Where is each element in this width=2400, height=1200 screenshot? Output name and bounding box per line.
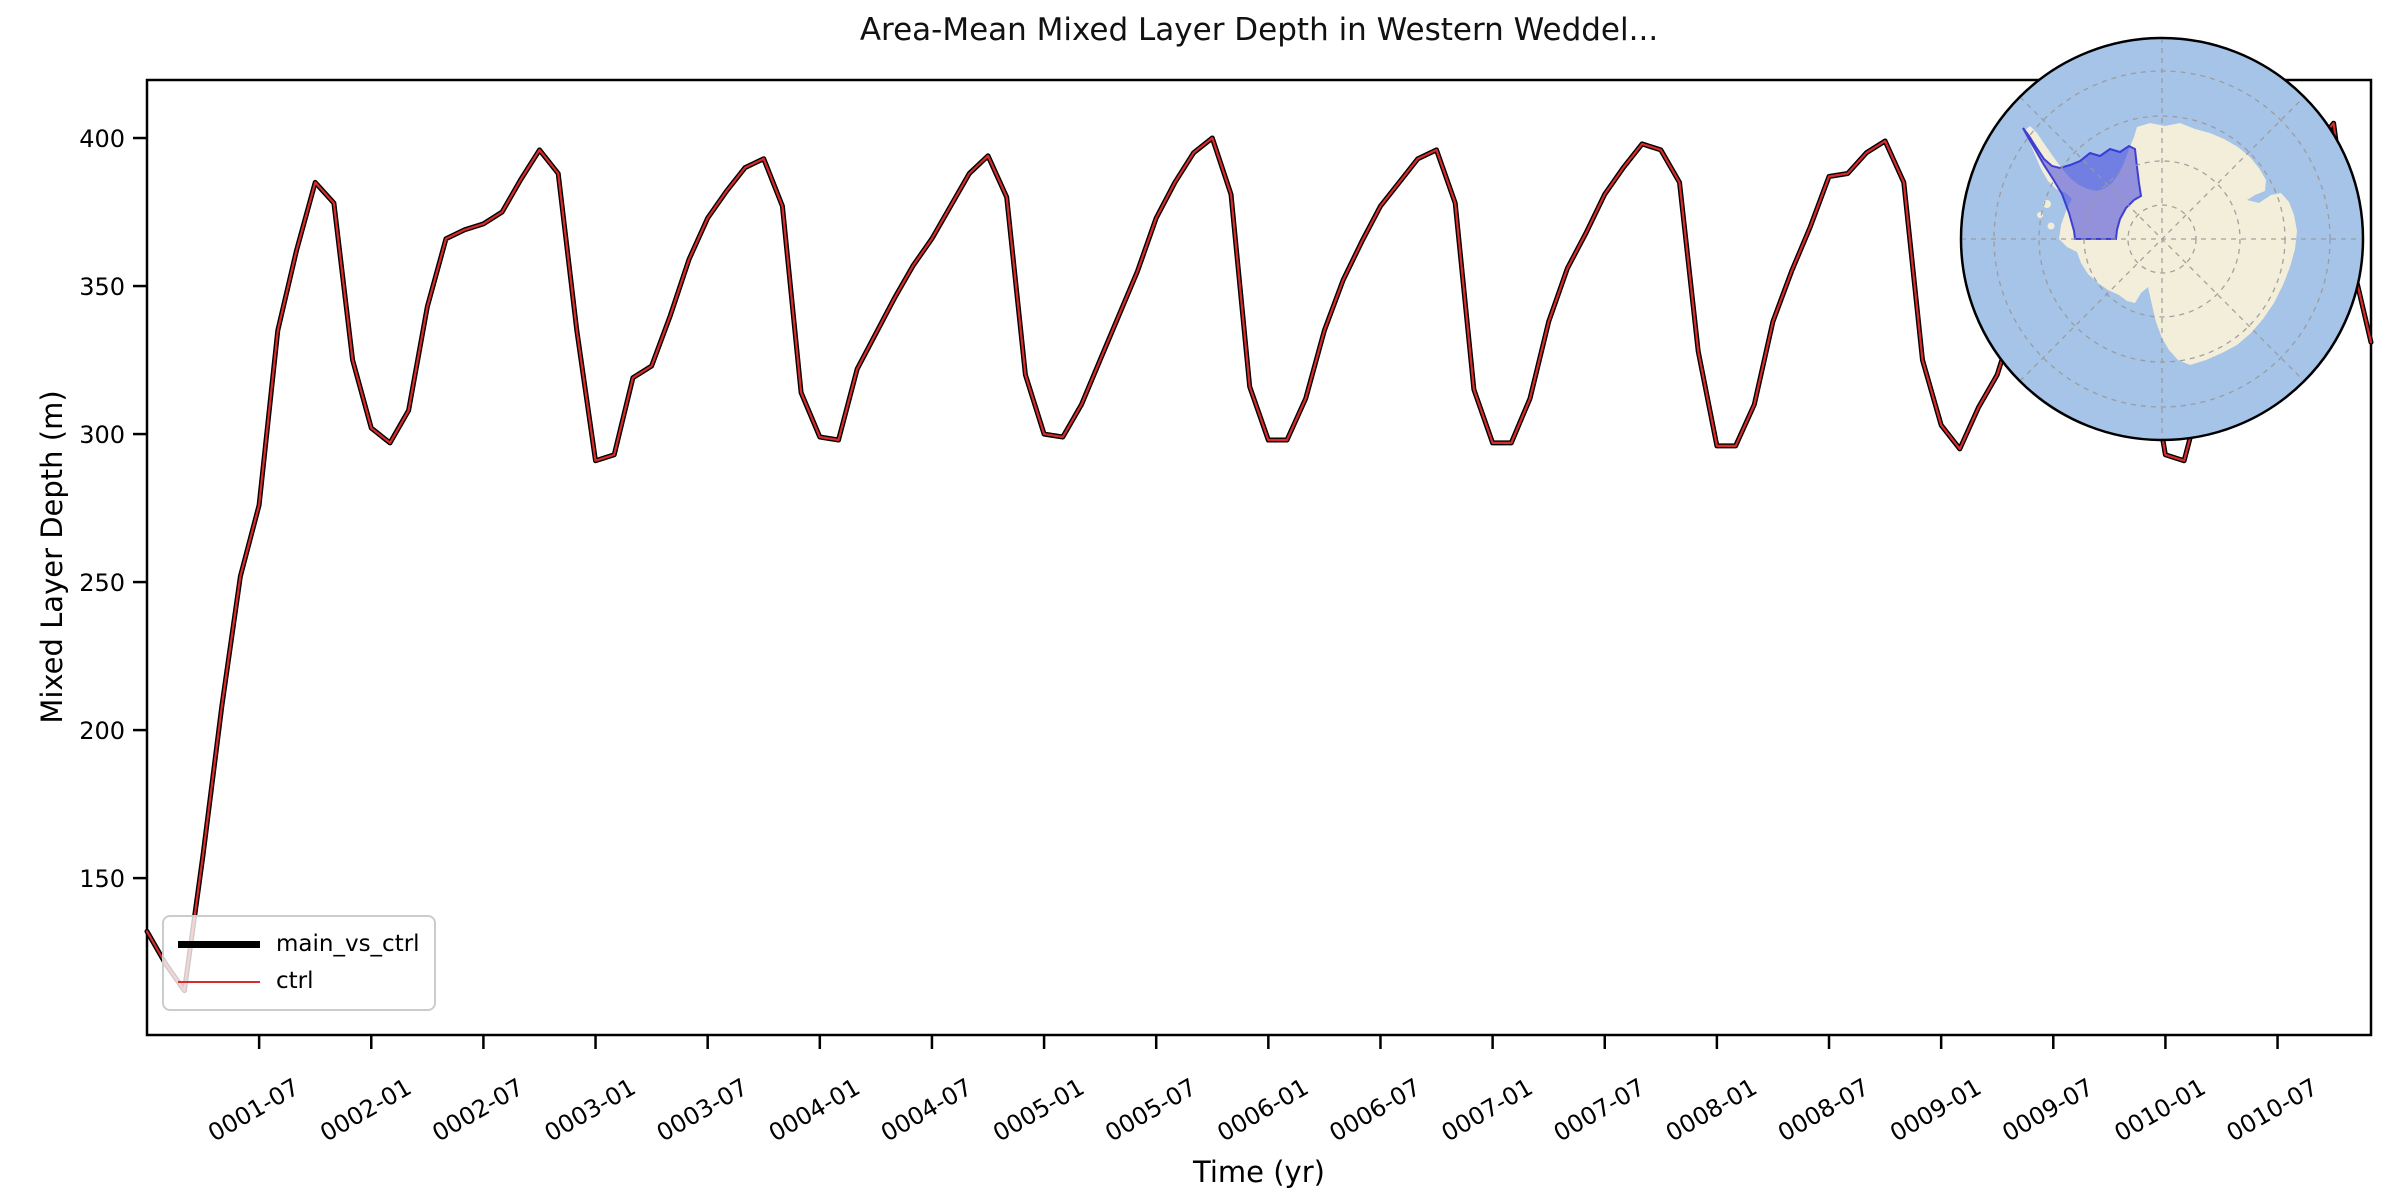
legend-box: main_vs_ctrl ctrl [162, 915, 436, 1011]
svg-text:0010-07: 0010-07 [2222, 1073, 2323, 1147]
svg-text:0001-07: 0001-07 [203, 1073, 304, 1147]
svg-text:0008-07: 0008-07 [1773, 1073, 1874, 1147]
svg-text:350: 350 [79, 273, 125, 301]
svg-text:0009-01: 0009-01 [1885, 1073, 1986, 1147]
svg-text:0004-07: 0004-07 [876, 1073, 977, 1147]
x-axis-label: Time (yr) [1193, 1155, 1325, 1189]
svg-text:0007-01: 0007-01 [1437, 1073, 1538, 1147]
legend-label: main_vs_ctrl [276, 931, 420, 957]
svg-text:200: 200 [79, 717, 125, 745]
map-antarctica-landmass [2024, 123, 2297, 365]
svg-text:0003-01: 0003-01 [540, 1073, 641, 1147]
svg-text:0005-01: 0005-01 [988, 1073, 1089, 1147]
legend-item-main-vs-ctrl: main_vs_ctrl [178, 933, 420, 956]
axes-frame [145, 78, 2373, 1037]
chart-title: Area-Mean Mixed Layer Depth in Western W… [859, 12, 1659, 48]
svg-text:0010-01: 0010-01 [2110, 1073, 2211, 1147]
svg-text:0005-07: 0005-07 [1100, 1073, 1201, 1147]
legend-item-ctrl: ctrl [178, 970, 420, 993]
svg-text:0002-07: 0002-07 [428, 1073, 529, 1147]
svg-text:0002-01: 0002-01 [315, 1073, 416, 1147]
svg-text:0008-01: 0008-01 [1661, 1073, 1762, 1147]
legend-line-sample-black [178, 941, 260, 948]
map-border-circle [1959, 36, 2365, 442]
svg-text:150: 150 [79, 865, 125, 893]
map-graticule [1961, 38, 2363, 440]
map-highlight-region [2022, 127, 2143, 240]
legend-label: ctrl [276, 968, 314, 994]
map-island [2047, 222, 2055, 230]
svg-text:0009-07: 0009-07 [1997, 1073, 2098, 1147]
y-axis-label: Mixed Layer Depth (m) [35, 390, 69, 724]
svg-text:0007-07: 0007-07 [1549, 1073, 1650, 1147]
svg-text:0006-01: 0006-01 [1212, 1073, 1313, 1147]
svg-text:0003-07: 0003-07 [652, 1073, 753, 1147]
antarctica-map-inset [1959, 36, 2365, 442]
data-series-lines [144, 120, 2374, 994]
svg-text:300: 300 [79, 421, 125, 449]
svg-text:250: 250 [79, 569, 125, 597]
legend-line-sample-red [178, 980, 260, 983]
svg-text:400: 400 [79, 125, 125, 153]
svg-text:0004-01: 0004-01 [764, 1073, 865, 1147]
svg-text:0006-07: 0006-07 [1325, 1073, 1426, 1147]
series-line-ctrl [145, 122, 2373, 992]
